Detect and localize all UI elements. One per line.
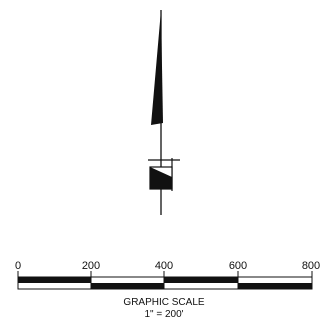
scale-caption: GRAPHIC SCALE <box>123 297 204 308</box>
scale-segment-2-fill <box>91 283 164 289</box>
north-arrow-needle <box>151 10 163 125</box>
scale-segment-3-fill <box>164 277 238 283</box>
scale-label-800: 800 <box>302 260 320 272</box>
graphic-scale: 0 200 400 600 800 GRAPHIC SCALE 1" = 200… <box>15 260 320 320</box>
scale-label-600: 600 <box>229 260 247 272</box>
scale-label-0: 0 <box>15 260 21 272</box>
north-arrow-icon <box>148 10 180 215</box>
scale-ratio: 1" = 200' <box>144 309 183 320</box>
north-arrow-box-fill <box>150 167 172 189</box>
scale-label-200: 200 <box>82 260 100 272</box>
scale-label-400: 400 <box>155 260 173 272</box>
scale-segment-4-fill <box>238 283 312 289</box>
scale-segment-1-fill <box>18 277 91 283</box>
